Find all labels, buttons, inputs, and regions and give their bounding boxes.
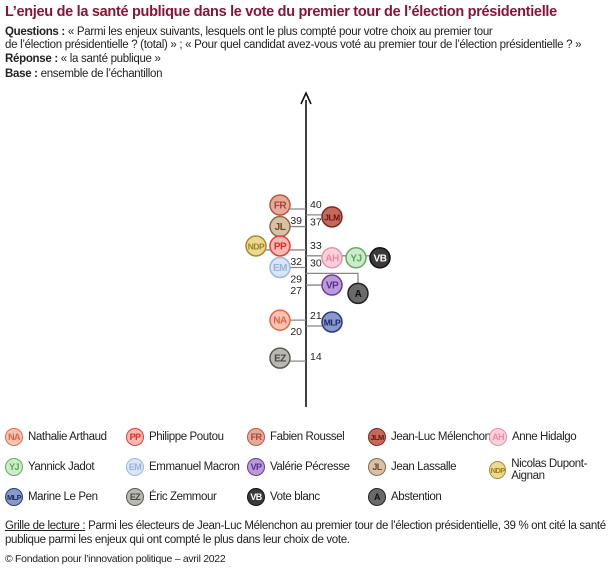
- candidate-abbr: NDP: [248, 241, 265, 251]
- legend-marker: VP: [247, 458, 265, 476]
- candidate-marker-yj: [345, 247, 367, 269]
- legend-label: Vote blanc: [270, 491, 320, 503]
- candidate-abbr: YJ: [350, 253, 361, 264]
- legend-label: Jean-Luc Mélenchon: [391, 431, 491, 443]
- candidate-abbr: AH: [325, 253, 339, 264]
- candidate-marker-pp: [269, 235, 291, 257]
- candidate-marker-ah: [321, 247, 343, 269]
- candidate-abbr: MLP: [324, 318, 341, 328]
- value-label: 30: [310, 258, 322, 270]
- legend-item: FR Fabien Roussel: [247, 428, 345, 446]
- value-label: 21: [310, 310, 322, 322]
- chart-title: L’enjeu de la santé publique dans le vot…: [5, 4, 557, 20]
- legend-label: Abstention: [391, 491, 442, 503]
- legend-item: JL Jean Lassalle: [368, 458, 457, 476]
- candidate-marker-vb: [369, 247, 391, 269]
- legend-label: Éric Zemmour: [149, 491, 217, 503]
- questions-line1: « Parmi les enjeux suivants, lesquels on…: [64, 26, 493, 38]
- candidate-abbr: VB: [374, 253, 387, 264]
- candidate-abbr: EM: [273, 263, 287, 274]
- legend-marker: PP: [126, 428, 144, 446]
- value-label: 32: [290, 256, 302, 268]
- legend-label: Emmanuel Macron: [149, 461, 240, 473]
- value-label: 37: [310, 217, 322, 229]
- value-label: 33: [310, 240, 322, 252]
- legend-item: MLP Marine Le Pen: [5, 488, 98, 506]
- value-label: 27: [290, 285, 302, 297]
- value-label: 40: [310, 199, 322, 211]
- candidate-marker-a: [347, 282, 369, 305]
- legend-label: Fabien Roussel: [270, 431, 345, 443]
- legend-marker: EM: [126, 458, 144, 476]
- connector-line: [306, 272, 359, 284]
- legend-item: A Abstention: [368, 488, 442, 506]
- candidate-abbr: A: [355, 289, 362, 300]
- legend-label: Jean Lassalle: [391, 461, 457, 473]
- legend-marker: AH: [489, 428, 507, 446]
- questions-label: Questions :: [5, 26, 65, 38]
- candidate-marker-fr: [269, 194, 291, 216]
- questions-text: Questions : « Parmi les enjeux suivants,…: [5, 26, 582, 52]
- candidate-abbr: EZ: [274, 354, 286, 365]
- legend-item: YJ Yannick Jadot: [5, 458, 95, 476]
- legend-item: EZ Éric Zemmour: [126, 488, 217, 506]
- candidate-marker-vp: [321, 274, 343, 296]
- candidate-abbr: JLM: [324, 212, 340, 222]
- legend-item: AH Anne Hidalgo: [489, 428, 577, 446]
- credit: © Fondation pour l’innovation politique …: [5, 553, 226, 565]
- legend-label: Nathalie Arthaud: [28, 431, 107, 443]
- reponse-text: Réponse : « la santé publique »: [5, 53, 161, 66]
- candidate-abbr: VP: [326, 281, 339, 292]
- questions-line2: de l’élection présidentielle ? (total) »…: [5, 39, 582, 51]
- legend-label: Nicolas Dupont-Aignan: [511, 458, 588, 482]
- reading-guide: Grille de lecture : Parmi les électeurs …: [5, 520, 611, 547]
- value-label: 20: [290, 326, 302, 338]
- legend-label: Yannick Jadot: [28, 461, 95, 473]
- legend-marker: A: [368, 488, 386, 506]
- legend-item: EM Emmanuel Macron: [126, 458, 240, 476]
- reponse-value: « la santé publique »: [57, 53, 161, 65]
- reading-label: Grille de lecture :: [5, 520, 86, 532]
- legend-label: Marine Le Pen: [28, 491, 98, 503]
- legend-marker: NDP: [489, 461, 507, 479]
- candidate-marker-ez: [269, 347, 291, 369]
- candidate-marker-na: [269, 309, 291, 331]
- legend-item: VB Vote blanc: [247, 488, 320, 506]
- base-label: Base :: [5, 68, 38, 80]
- reponse-label: Réponse :: [5, 53, 58, 65]
- reading-text: Parmi les électeurs de Jean-Luc Mélencho…: [5, 520, 606, 546]
- legend-item: VP Valérie Pécresse: [247, 458, 350, 476]
- candidate-marker-em: [269, 256, 291, 279]
- candidate-marker-jlm: [321, 206, 343, 228]
- legend-item: JLM Jean-Luc Mélenchon: [368, 428, 491, 446]
- legend-marker: NA: [5, 428, 23, 446]
- candidate-marker-ndp: [245, 235, 267, 257]
- value-label: 14: [310, 351, 322, 363]
- value-label: 29: [290, 273, 302, 285]
- candidate-abbr: NA: [273, 316, 287, 327]
- candidate-abbr: PP: [274, 241, 287, 252]
- legend-label: Philippe Poutou: [149, 431, 224, 443]
- axis-arrow-icon: [300, 91, 312, 105]
- legend-marker: JL: [368, 458, 386, 476]
- legend-item: NDP Nicolas Dupont-Aignan: [489, 458, 615, 482]
- candidate-marker-mlp: [321, 311, 343, 333]
- legend-label: Anne Hidalgo: [512, 431, 577, 443]
- legend-item: NA Nathalie Arthaud: [5, 428, 107, 446]
- legend-marker: JLM: [368, 428, 386, 446]
- legend-marker: MLP: [5, 488, 23, 506]
- legend-marker: YJ: [5, 458, 23, 476]
- legend-marker: EZ: [126, 488, 144, 506]
- legend-item: PP Philippe Poutou: [126, 428, 224, 446]
- candidate-abbr: JL: [275, 222, 286, 233]
- legend-marker: VB: [247, 488, 265, 506]
- legend-marker: FR: [247, 428, 265, 446]
- candidate-abbr: FR: [274, 201, 288, 212]
- legend-label: Valérie Pécresse: [270, 461, 350, 473]
- base-value: ensemble de l’échantillon: [37, 68, 163, 80]
- value-label: 39: [290, 215, 302, 227]
- base-text: Base : ensemble de l’échantillon: [5, 68, 163, 81]
